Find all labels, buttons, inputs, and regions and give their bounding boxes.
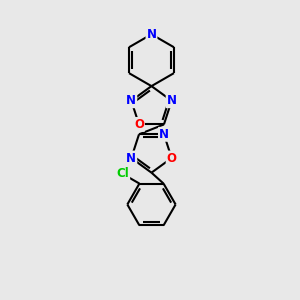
Text: N: N — [146, 28, 157, 41]
Text: N: N — [126, 94, 136, 107]
Text: O: O — [134, 118, 144, 131]
Text: N: N — [126, 152, 136, 164]
Text: N: N — [159, 128, 169, 141]
Text: Cl: Cl — [116, 167, 129, 181]
Text: N: N — [167, 94, 177, 107]
Text: O: O — [167, 152, 177, 164]
